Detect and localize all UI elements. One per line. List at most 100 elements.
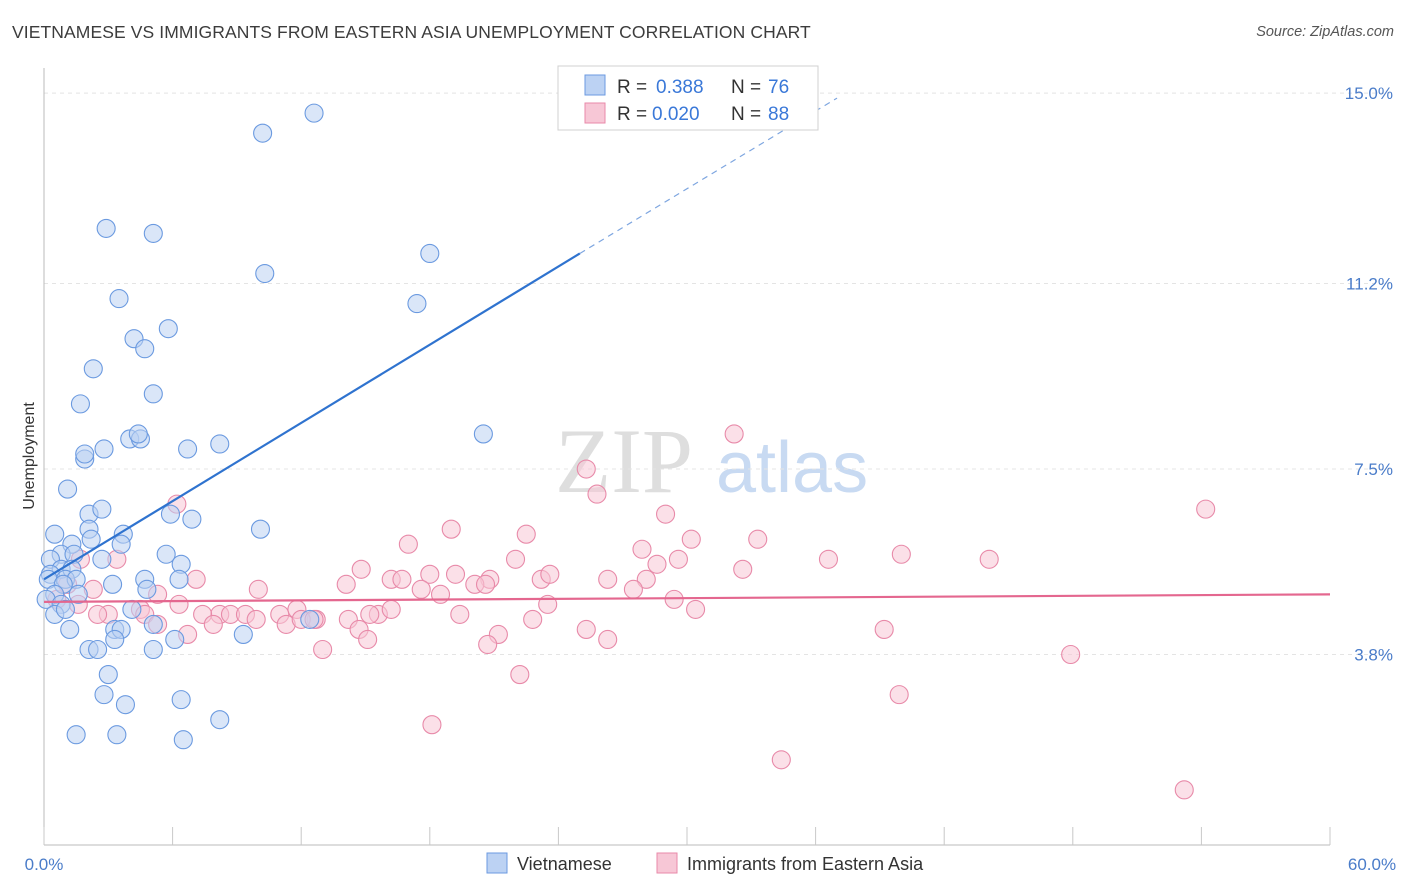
bottom-legend-swatch-vietnamese — [486, 852, 508, 874]
vietnamese-point-8 — [135, 339, 155, 359]
legend-r-label-2: R = — [617, 104, 647, 125]
vietnamese-point-1 — [253, 123, 273, 143]
legend-box: R = 0.388 N = 76 R = 0.020 N = 88 — [557, 65, 819, 131]
immigrants-point-83 — [422, 715, 442, 735]
watermark-zip: ZIP — [555, 410, 693, 512]
gridlines: 3.8% 7.5% 11.2% 15.0% — [44, 84, 1393, 665]
immigrants-point-80 — [1061, 644, 1081, 665]
y-tick-label-3: 15.0% — [1345, 84, 1393, 103]
immigrants-point-0 — [724, 424, 744, 444]
vietnamese-point-20 — [75, 444, 95, 464]
vietnamese-point-12 — [70, 394, 90, 414]
legend-swatch-immigrants — [584, 102, 606, 124]
immigrants-point-44 — [664, 589, 684, 609]
legend-n-value-1: 76 — [768, 77, 789, 98]
vietnamese-point-64 — [105, 629, 125, 650]
legend-r-value-2: 0.020 — [652, 104, 700, 125]
chart-title: VIETNAMESE VS IMMIGRANTS FROM EASTERN AS… — [12, 22, 811, 42]
immigrants-point-5 — [656, 504, 676, 524]
immigrants-point-35 — [248, 579, 268, 599]
vietnamese-point-6 — [109, 289, 129, 309]
vietnamese-point-26 — [160, 504, 181, 524]
vietnamese-point-66 — [233, 624, 253, 645]
vietnamese-point-5 — [420, 243, 440, 264]
immigrants-point-60 — [686, 599, 706, 619]
vietnamese-point-57 — [55, 599, 75, 619]
vietnamese-point-23 — [58, 479, 78, 499]
watermark: ZIP atlas — [555, 410, 868, 512]
immigrants-point-84 — [771, 750, 791, 770]
vietnamese-point-73 — [115, 695, 135, 715]
vietnamese-point-10 — [407, 294, 427, 314]
vietnamese-point-4 — [255, 263, 275, 284]
vietnamese-point-18 — [94, 439, 114, 459]
immigrants-point-70 — [360, 604, 380, 624]
vietnamese-point-33 — [81, 529, 101, 549]
vietnamese-point-47 — [103, 574, 123, 594]
vietnamese-point-58 — [122, 599, 142, 619]
vietnamese-point-75 — [66, 725, 86, 745]
immigrants-point-46 — [169, 594, 189, 614]
x-tick-label-max: 60.0% — [1348, 855, 1396, 874]
vietnamese-point-68 — [88, 639, 108, 660]
immigrants-point-25 — [420, 564, 440, 584]
watermark-atlas: atlas — [716, 428, 868, 508]
vietnamese-point-77 — [173, 730, 193, 750]
legend-n-value-2: 88 — [768, 104, 789, 125]
trend-line-immigrants — [43, 593, 1331, 603]
y-axis-label: Unemployment — [21, 402, 38, 510]
immigrants-point-17 — [505, 549, 526, 569]
immigrants-point-66 — [523, 609, 543, 629]
vietnamese-point-76 — [107, 725, 127, 745]
vietnamese-point-49 — [169, 569, 189, 589]
x-axis-ticks — [43, 827, 1331, 845]
vietnamese-point-22 — [210, 434, 230, 454]
immigrants-point-12 — [891, 544, 911, 564]
legend-r-value-1: 0.388 — [656, 77, 704, 98]
vietnamese-point-27 — [182, 509, 202, 529]
legend-r-label-1: R = — [617, 77, 647, 98]
vietnamese-point-14 — [473, 424, 493, 444]
trend-lines — [43, 97, 1331, 603]
vietnamese-point-17 — [128, 424, 148, 444]
vietnamese-point-70 — [98, 665, 118, 685]
immigrants-point-1 — [576, 459, 596, 479]
vietnamese-point-72 — [171, 690, 191, 710]
vietnamese-point-3 — [143, 223, 163, 243]
vietnamese-point-69 — [143, 639, 163, 660]
immigrants-point-13 — [818, 549, 839, 569]
vietnamese-point-0 — [304, 103, 324, 123]
vietnamese-point-65 — [165, 629, 185, 650]
immigrants-point-73 — [576, 619, 596, 639]
immigrants-point-54 — [88, 604, 108, 624]
vietnamese-point-71 — [94, 685, 114, 705]
immigrants-point-3 — [1196, 499, 1216, 519]
vietnamese-point-9 — [158, 319, 178, 339]
vietnamese-point-59 — [300, 609, 320, 629]
vietnamese-point-13 — [143, 384, 163, 404]
bottom-legend-swatch-immigrants — [656, 852, 678, 874]
vietnamese-point-2 — [96, 218, 116, 238]
vietnamese-point-53 — [68, 584, 88, 604]
immigrants-point-10 — [398, 534, 418, 554]
x-tick-label-min: 0.0% — [25, 855, 64, 874]
vietnamese-point-32 — [250, 519, 271, 539]
legend-n-label-2: N = — [731, 104, 761, 125]
immigrants-point-71 — [874, 619, 894, 639]
immigrants-point-30 — [392, 569, 412, 589]
immigrants-point-22 — [351, 559, 371, 579]
immigrants-point-8 — [681, 529, 701, 549]
vietnamese-point-29 — [45, 524, 65, 544]
immigrants-point-77 — [598, 629, 618, 650]
immigrants-point-19 — [668, 549, 688, 569]
immigrants-point-14 — [979, 549, 999, 569]
immigrants-point-31 — [186, 569, 206, 589]
immigrants-point-53 — [450, 604, 470, 624]
immigrants-point-9 — [748, 529, 768, 549]
vietnamese-point-61 — [60, 619, 80, 639]
vietnamese-point-25 — [92, 499, 112, 519]
vietnamese-point-39 — [156, 544, 176, 564]
vietnamese-point-21 — [178, 439, 198, 459]
immigrants-point-18 — [647, 554, 667, 574]
